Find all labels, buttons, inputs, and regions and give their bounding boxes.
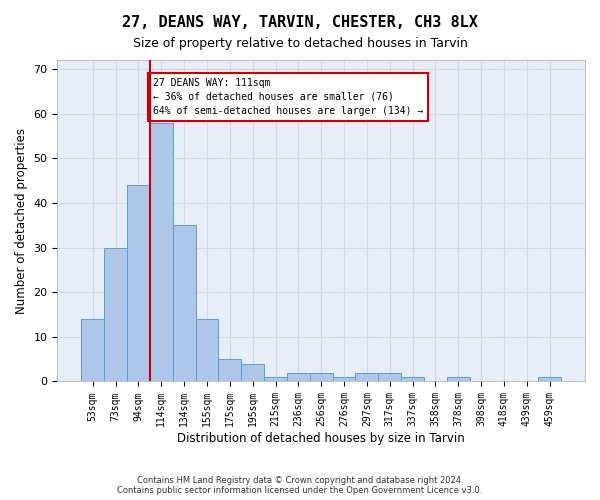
Bar [379, 372, 401, 382]
Y-axis label: Number of detached properties: Number of detached properties [15, 128, 28, 314]
Bar [264, 377, 287, 382]
Bar [355, 372, 379, 382]
Bar [538, 377, 561, 382]
Text: Contains HM Land Registry data © Crown copyright and database right 2024.
Contai: Contains HM Land Registry data © Crown c… [118, 476, 482, 495]
Bar [196, 319, 218, 382]
Text: Size of property relative to detached houses in Tarvin: Size of property relative to detached ho… [133, 38, 467, 51]
Bar [127, 185, 150, 382]
Bar [173, 225, 196, 382]
Text: 27, DEANS WAY, TARVIN, CHESTER, CH3 8LX: 27, DEANS WAY, TARVIN, CHESTER, CH3 8LX [122, 15, 478, 30]
Bar [310, 372, 332, 382]
Bar [218, 359, 241, 382]
Bar [82, 319, 104, 382]
Bar [287, 372, 310, 382]
Bar [104, 248, 127, 382]
Bar [332, 377, 355, 382]
X-axis label: Distribution of detached houses by size in Tarvin: Distribution of detached houses by size … [178, 432, 465, 445]
Bar [401, 377, 424, 382]
Bar [150, 122, 173, 382]
Text: 27 DEANS WAY: 111sqm
← 36% of detached houses are smaller (76)
64% of semi-detac: 27 DEANS WAY: 111sqm ← 36% of detached h… [154, 78, 424, 116]
Bar [447, 377, 470, 382]
Bar [241, 364, 264, 382]
